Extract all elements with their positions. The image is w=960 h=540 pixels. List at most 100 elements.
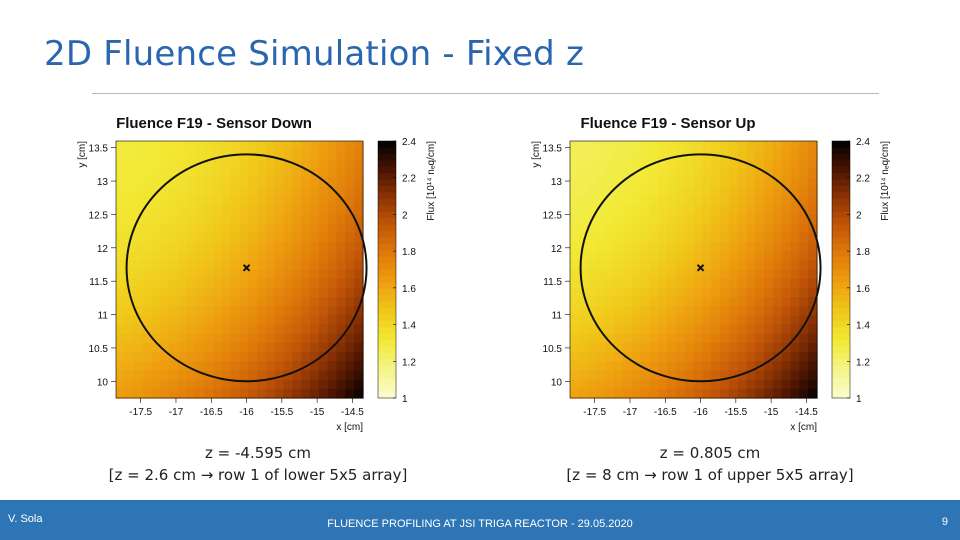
- heatmap-cell: [354, 251, 364, 261]
- heatmap-cell: [221, 333, 232, 344]
- heatmap-cell: [248, 269, 258, 280]
- heatmap-cell: [667, 223, 677, 234]
- heatmap-cell: [186, 205, 196, 216]
- heatmap-cell: [711, 251, 721, 261]
- heatmap-cell: [160, 370, 170, 381]
- x-tick-label: -17: [169, 407, 184, 418]
- heatmap-cell: [675, 260, 686, 271]
- heatmap-cell: [781, 333, 792, 344]
- footer-title: FLUENCE PROFILING AT JSI TRIGA REACTOR -…: [327, 518, 633, 530]
- heatmap-cell: [614, 260, 624, 271]
- heatmap-cell: [596, 150, 606, 160]
- heatmap-cell: [684, 159, 695, 170]
- y-tick-label: 10.5: [89, 344, 109, 355]
- heatmap-cell: [248, 361, 258, 372]
- heatmap-cell: [640, 159, 650, 170]
- heatmap-cell: [570, 232, 580, 243]
- heatmap-cell: [719, 260, 730, 271]
- heatmap-cell: [772, 379, 783, 390]
- colorbar-segment: [832, 282, 850, 290]
- heatmap-cell: [301, 370, 311, 381]
- heatmap-cell: [649, 214, 659, 225]
- heatmap-cell: [587, 260, 598, 271]
- heatmap-cell: [578, 141, 589, 151]
- heatmap-cell: [213, 186, 223, 197]
- heatmap-cell: [142, 223, 152, 234]
- heatmap-cell: [667, 150, 677, 160]
- heatmap-cell: [168, 306, 179, 316]
- heatmap-cell: [283, 159, 294, 170]
- heatmap-cell: [719, 379, 730, 390]
- heatmap-cell: [764, 269, 774, 280]
- heatmap-cell: [631, 388, 642, 399]
- heatmap-cell: [640, 223, 650, 234]
- heatmap-cell: [790, 315, 800, 326]
- heatmap-cell: [195, 251, 205, 261]
- heatmap-cell: [168, 333, 179, 344]
- heatmap-cell: [345, 379, 355, 390]
- heatmap-cell: [631, 232, 642, 243]
- heatmap-cell: [684, 306, 695, 316]
- heatmap-cell: [142, 159, 152, 170]
- heatmap-cell: [667, 342, 677, 353]
- heatmap-cell: [649, 352, 659, 362]
- heatmap-cell: [711, 168, 721, 179]
- heatmap-cell: [177, 315, 188, 326]
- heatmap-cell: [124, 177, 135, 188]
- heatmap-cell: [239, 278, 249, 289]
- heatmap-cell: [221, 241, 232, 252]
- heatmap-cell: [675, 297, 686, 307]
- heatmap-cell: [274, 251, 285, 261]
- heatmap-cell: [248, 315, 258, 326]
- heatmap-cell: [345, 388, 355, 399]
- heatmap-cell: [239, 251, 249, 261]
- colorbar-segment: [378, 353, 396, 360]
- colorbar-segment: [832, 166, 850, 174]
- heatmap-cell: [213, 342, 223, 353]
- heatmap-cell: [142, 205, 152, 216]
- heatmap-cell: [274, 370, 285, 381]
- heatmap-cell: [133, 361, 144, 372]
- heatmap-cell: [658, 306, 668, 316]
- heatmap-cell: [327, 333, 338, 344]
- heatmap-cell: [781, 159, 792, 170]
- heatmap-cell: [124, 361, 135, 372]
- heatmap-cell: [345, 361, 355, 372]
- heatmap-cell: [204, 379, 214, 390]
- heatmap-cell: [213, 361, 223, 372]
- heatmap-cell: [711, 260, 721, 271]
- heatmap-cell: [667, 352, 677, 362]
- heatmap-cell: [737, 388, 748, 399]
- heatmap-cell: [684, 241, 695, 252]
- heatmap-cell: [631, 223, 642, 234]
- heatmap-cell: [160, 159, 170, 170]
- heatmap-cell: [605, 241, 615, 252]
- heatmap-cell: [239, 223, 249, 234]
- heatmap-cell: [737, 342, 748, 353]
- heatmap-cell: [755, 315, 765, 326]
- colorbar-segment: [378, 205, 396, 213]
- heatmap-svg-sensor-up: Fluence F19 - Sensor Up-17.5 -17 -16.5 -16-…: [531, 115, 891, 433]
- heatmap-cell: [587, 342, 598, 353]
- heatmap-cell: [570, 177, 580, 188]
- heatmap-cell: [614, 251, 624, 261]
- heatmap-cell: [658, 196, 668, 206]
- heatmap-cell: [772, 342, 783, 353]
- colorbar-tick-label: 1.4: [856, 321, 870, 332]
- x-tick-label: -17.5: [129, 407, 152, 418]
- heatmap-cell: [587, 324, 598, 335]
- heatmap-cell: [605, 297, 615, 307]
- caption-z-value: z = -4.595 cm: [205, 444, 311, 462]
- heatmap-cell: [301, 159, 311, 170]
- heatmap-cell: [257, 168, 267, 179]
- heatmap-cell: [133, 141, 144, 151]
- heatmap-cell: [168, 150, 179, 160]
- heatmap-cell: [116, 269, 126, 280]
- heatmap-cell: [711, 232, 721, 243]
- colorbar-segment: [832, 314, 850, 322]
- heatmap-cell: [177, 241, 188, 252]
- heatmap-cell: [124, 260, 135, 271]
- heatmap-cell: [221, 379, 232, 390]
- heatmap-cell: [327, 297, 338, 307]
- heatmap-cell: [257, 186, 267, 197]
